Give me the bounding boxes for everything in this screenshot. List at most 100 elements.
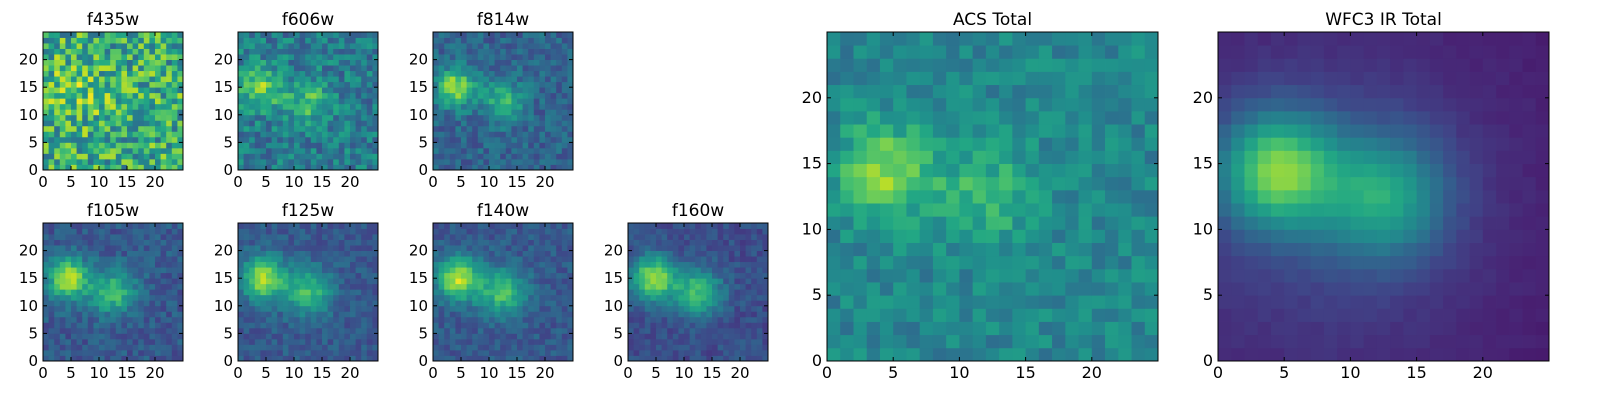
heatmap-cell [444,131,450,137]
heatmap-cell [121,350,127,356]
heatmap-cell [500,71,506,77]
heatmap-cell [49,289,55,295]
heatmap-cell [545,278,551,284]
heatmap-cell [339,137,345,143]
heatmap-cell [260,137,266,143]
heatmap-cell [840,282,854,296]
heatmap-cell [639,284,645,290]
heatmap-cell [93,256,99,262]
heatmap-cell [667,322,673,328]
heatmap-cell [439,273,445,279]
heatmap-cell [121,234,127,240]
heatmap-cell [933,282,947,296]
heatmap-cell [65,54,71,60]
heatmap-cell [277,43,283,49]
heatmap-cell [1105,177,1119,191]
heatmap-cell [489,153,495,159]
heatmap-cell [300,71,306,77]
heatmap-cell [255,262,261,268]
heatmap-cell [656,273,662,279]
heatmap-cell [149,311,155,317]
heatmap-cell [472,262,478,268]
heatmap-cell [266,43,272,49]
heatmap-cell [288,295,294,301]
heatmap-cell [344,54,350,60]
heatmap-cell [127,333,133,339]
heatmap-cell [690,229,696,235]
heatmap-cell [433,131,439,137]
heatmap-cell [495,234,501,240]
heatmap-cell [740,229,746,235]
heatmap-cell [489,339,495,345]
heatmap-cell [734,234,740,240]
heatmap-cell [361,234,367,240]
heatmap-cell [294,223,300,229]
heatmap-cell [322,251,328,257]
heatmap-cell [344,234,350,240]
heatmap-cell [528,267,534,273]
heatmap-cell [260,60,266,66]
heatmap-cell [82,38,88,44]
heatmap-cell [121,49,127,55]
heatmap-cell [506,137,512,143]
heatmap-cell [523,350,529,356]
heatmap-cell [110,49,116,55]
heatmap-cell [933,243,947,257]
heatmap-cell [523,273,529,279]
heatmap-cell [511,153,517,159]
heatmap-cell [77,148,83,154]
heatmap-cell [305,339,311,345]
heatmap-cell [300,98,306,104]
heatmap-cell [260,262,266,268]
heatmap-cell [255,317,261,323]
heatmap-cell [1118,190,1132,204]
heatmap-cell [645,234,651,240]
heatmap-cell [634,328,640,334]
heatmap-cell [472,120,478,126]
heatmap-cell [105,109,111,115]
x-tick-label: 10 [89,364,108,382]
heatmap-cell [43,60,49,66]
heatmap-cell [149,284,155,290]
heatmap-cell [149,76,155,82]
heatmap-cell [455,344,461,350]
heatmap-cell [740,267,746,273]
heatmap-cell [634,229,640,235]
heatmap-cell [333,344,339,350]
heatmap-cell [489,344,495,350]
heatmap-cell [999,282,1013,296]
heatmap-cell [300,251,306,257]
heatmap-cell [166,98,172,104]
heatmap-cell [450,93,456,99]
heatmap-cell [244,65,250,71]
heatmap-cell [155,60,161,66]
heatmap-cell [973,177,987,191]
heatmap-cell [906,269,920,283]
heatmap-cell [634,278,640,284]
heatmap-cell [959,216,973,230]
heatmap-cell [461,148,467,154]
heatmap-cell [71,104,77,110]
heatmap-cell [893,150,907,164]
heatmap-cell [628,311,634,317]
heatmap-cell [483,71,489,77]
heatmap-cell [667,256,673,262]
heatmap-cell [433,71,439,77]
heatmap-cell [455,306,461,312]
heatmap-cell [986,243,1000,257]
heatmap-cell [734,344,740,350]
heatmap-cell [350,306,356,312]
heatmap-cell [729,234,735,240]
heatmap-cell [43,229,49,235]
heatmap-cell [534,245,540,251]
heatmap-cell [311,109,317,115]
heatmap-cell [144,284,150,290]
heatmap-cell [105,284,111,290]
heatmap-cell [99,262,105,268]
heatmap-cell [684,223,690,229]
heatmap-cell [121,306,127,312]
heatmap-cell [133,71,139,77]
heatmap-cell [489,65,495,71]
heatmap-cell [244,71,250,77]
